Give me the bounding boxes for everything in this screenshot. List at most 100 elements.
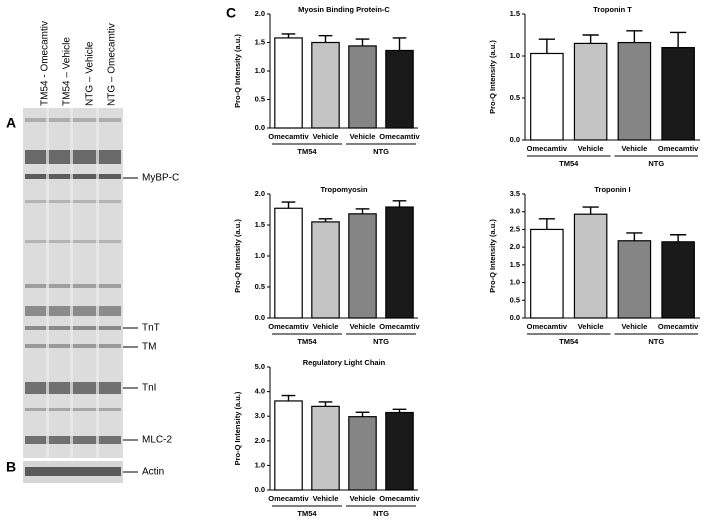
y-axis-label: Pro-Q Intensity (a.u.)	[233, 219, 242, 293]
group-label: NTG	[373, 147, 389, 156]
x-tick-label: Vehicle	[313, 132, 339, 141]
y-tick-label: 0.5	[255, 94, 265, 103]
bar	[661, 241, 695, 319]
x-tick-label: Omecamtiv	[268, 494, 309, 503]
y-tick-label: 0.0	[255, 313, 265, 322]
group-label: NTG	[648, 337, 664, 346]
bar-chart: Regulatory Light Chain Pro-Q Intensity (a…	[233, 358, 421, 518]
group-label: TM54	[297, 147, 317, 156]
y-tick-label: 1.0	[510, 278, 520, 287]
x-tick-label: Omecamtiv	[658, 322, 699, 331]
x-tick-label: Vehicle	[313, 494, 339, 503]
chart-title: Myosin Binding Protein-C	[298, 5, 390, 14]
bar	[348, 213, 377, 319]
y-tick-label: 0.0	[255, 123, 265, 132]
y-tick-label: 3.0	[510, 207, 520, 216]
x-tick-label: Omecamtiv	[379, 132, 420, 141]
group-label: TM54	[559, 159, 579, 168]
y-tick-label: 3.5	[510, 189, 520, 198]
y-tick-label: 1.5	[255, 37, 265, 46]
x-tick-label: Omecamtiv	[379, 494, 420, 503]
y-tick-label: 3.0	[255, 411, 265, 420]
y-tick-label: 0.0	[510, 135, 520, 144]
bar	[348, 416, 377, 491]
bar	[661, 46, 695, 141]
y-tick-label: 1.0	[255, 66, 265, 75]
bar	[385, 411, 414, 491]
x-tick-label: Omecamtiv	[527, 144, 568, 153]
y-tick-label: 1.5	[255, 220, 265, 229]
panel-letter: B	[6, 459, 16, 475]
y-tick-label: 2.0	[255, 9, 265, 18]
y-tick-label: 2.0	[255, 189, 265, 198]
panel-letter: C	[226, 5, 236, 21]
band-label: TnT	[142, 323, 160, 334]
y-tick-label: 1.0	[255, 460, 265, 469]
bar-chart: Myosin Binding Protein-C Pro-Q Intensity …	[233, 5, 421, 156]
lane-label: TM54 – Vehicle	[62, 37, 73, 106]
y-axis-label: Pro-Q Intensity (a.u.)	[488, 219, 497, 293]
y-tick-label: 1.5	[510, 260, 520, 269]
y-tick-label: 5.0	[255, 362, 265, 371]
bar	[617, 240, 652, 319]
y-tick-label: 0.5	[510, 93, 520, 102]
y-tick-label: 1.0	[510, 51, 520, 60]
gel-image	[23, 108, 123, 483]
y-tick-label: 4.0	[255, 387, 265, 396]
bar	[573, 213, 608, 319]
x-tick-label: Vehicle	[350, 132, 376, 141]
y-tick-label: 1.5	[510, 9, 520, 18]
bar	[385, 206, 414, 319]
x-tick-label: Omecamtiv	[268, 322, 309, 331]
y-tick-label: 2.0	[255, 436, 265, 445]
group-label: TM54	[559, 337, 579, 346]
bar	[274, 207, 303, 319]
x-tick-label: Omecamtiv	[527, 322, 568, 331]
x-tick-label: Omecamtiv	[658, 144, 699, 153]
bar	[274, 400, 303, 491]
y-tick-label: 0.0	[510, 313, 520, 322]
y-tick-label: 2.5	[510, 224, 520, 233]
y-tick-label: 2.0	[510, 242, 520, 251]
bar	[573, 42, 608, 141]
bar	[530, 52, 564, 141]
y-axis-label: Pro-Q Intensity (a.u.)	[488, 40, 497, 114]
bar	[530, 228, 564, 319]
bar-chart: Troponin T Pro-Q Intensity (a.u.) 0.0 0.5 1.…	[488, 5, 700, 168]
bar	[311, 221, 340, 319]
bar	[348, 45, 377, 129]
chart-title: Troponin I	[594, 185, 630, 194]
group-label: TM54	[297, 509, 317, 518]
x-tick-label: Vehicle	[621, 144, 647, 153]
chart-title: Tropomyosin	[320, 185, 368, 194]
group-label: NTG	[648, 159, 664, 168]
band-label: TnI	[142, 383, 156, 394]
lane-label: TM54 - Omecamtiv	[40, 21, 51, 106]
x-tick-label: Omecamtiv	[379, 322, 420, 331]
band-labels	[123, 177, 138, 473]
bar	[274, 37, 303, 129]
x-tick-label: Vehicle	[350, 494, 376, 503]
bar-chart: Troponin I Pro-Q Intensity (a.u.) 0.0 0.5 1.…	[488, 185, 700, 346]
lane-label: NTG – Omecamtiv	[107, 23, 118, 106]
chart-title: Troponin T	[593, 5, 632, 14]
lane-labels: TM54 - Omecamtiv TM54 – Vehicle NTG – Ve…	[40, 21, 118, 106]
y-axis-label: Pro-Q Intensity (a.u.)	[233, 391, 242, 465]
y-tick-label: 0.5	[255, 282, 265, 291]
x-tick-label: Vehicle	[313, 322, 339, 331]
band-label: TM	[142, 342, 156, 353]
x-tick-label: Vehicle	[578, 322, 604, 331]
x-tick-label: Omecamtiv	[268, 132, 309, 141]
group-label: TM54	[297, 337, 317, 346]
x-tick-label: Vehicle	[578, 144, 604, 153]
bar	[617, 41, 652, 141]
bar-chart: Tropomyosin Pro-Q Intensity (a.u.) 0.0 0.5 1…	[233, 185, 421, 346]
bar	[385, 49, 414, 129]
x-tick-label: Vehicle	[621, 322, 647, 331]
y-axis-label: Pro-Q Intensity (a.u.)	[233, 34, 242, 108]
group-label: NTG	[373, 509, 389, 518]
band-label: Actin	[142, 467, 164, 478]
y-tick-label: 0.5	[510, 295, 520, 304]
y-tick-label: 0.0	[255, 485, 265, 494]
